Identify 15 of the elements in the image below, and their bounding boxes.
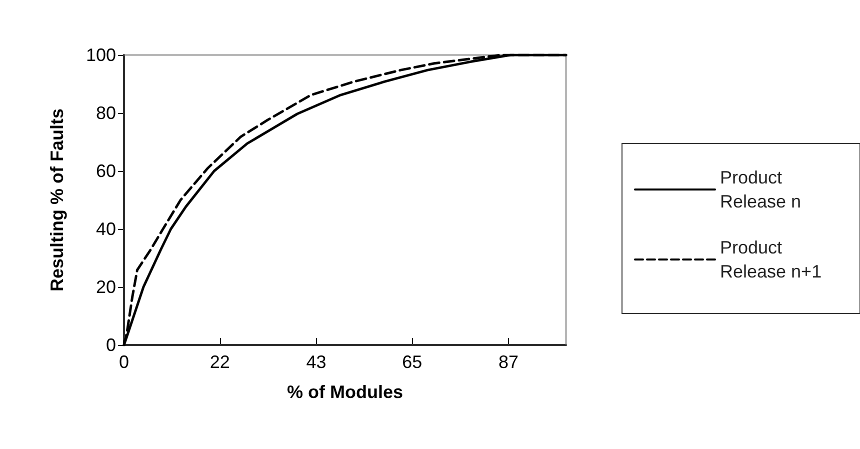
y-tick-label: 100 (86, 45, 116, 65)
y-axis-title: Resulting % of Faults (47, 108, 67, 292)
x-tick-label: 0 (118, 352, 130, 372)
x-tick-label: 87 (498, 352, 519, 372)
legend-label: Product Release n (720, 168, 802, 212)
y-tick-label: 60 (96, 161, 116, 181)
y-tick-label: 0 (106, 335, 116, 355)
x-axis-title: % of Modules (287, 382, 403, 402)
x-tick-label: 65 (402, 352, 422, 372)
y-tick-label: 40 (96, 219, 116, 239)
legend-label: Product Release n+1 (720, 238, 822, 282)
x-tick-label: 22 (210, 352, 230, 372)
x-tick-label: 43 (306, 352, 326, 372)
y-tick-label: 20 (96, 277, 116, 297)
y-tick-label: 80 (96, 103, 116, 123)
